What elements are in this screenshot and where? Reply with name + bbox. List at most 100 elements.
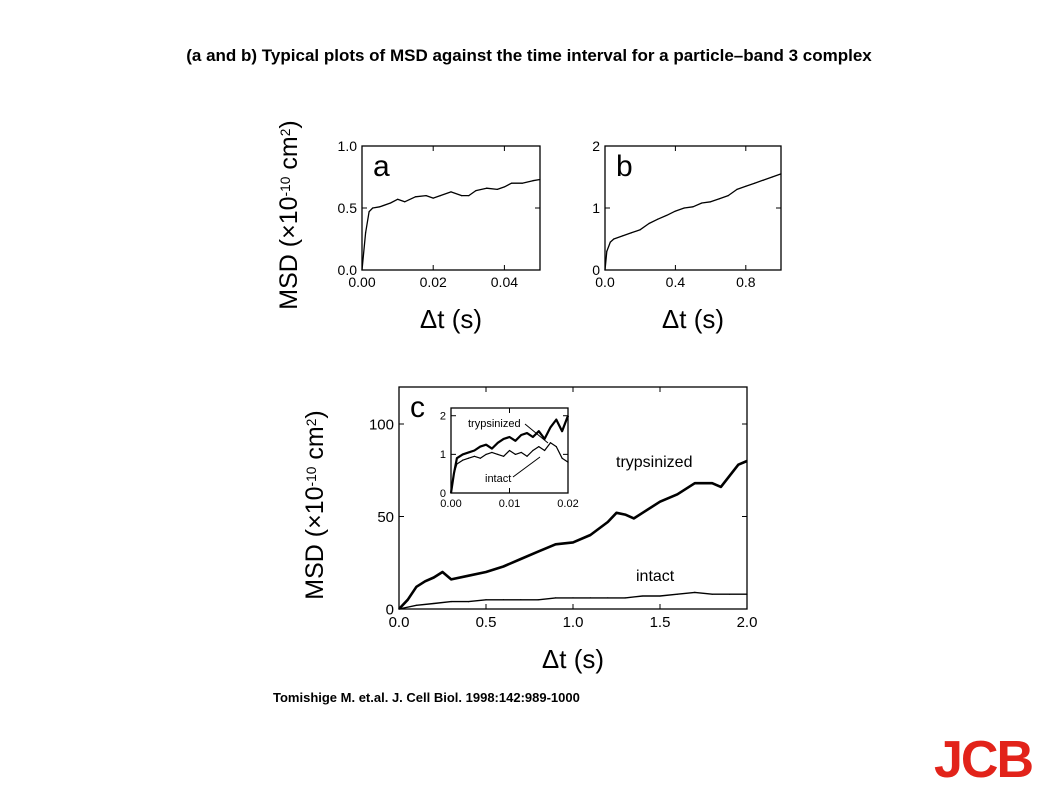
annotation-trypsinized: trypsinized bbox=[616, 454, 692, 471]
x-axis-label: Δt (s) bbox=[420, 304, 482, 334]
data-point bbox=[450, 601, 452, 603]
data-point bbox=[746, 593, 748, 595]
data-point bbox=[624, 597, 626, 599]
data-point bbox=[497, 453, 499, 455]
data-point bbox=[485, 599, 487, 601]
data-point bbox=[520, 451, 522, 454]
data-point bbox=[520, 434, 522, 436]
data-point bbox=[379, 206, 381, 208]
y-tick-label: 1 bbox=[592, 200, 600, 216]
data-point bbox=[450, 492, 452, 494]
data-point bbox=[432, 197, 434, 199]
data-point bbox=[496, 188, 498, 190]
data-point bbox=[520, 599, 522, 601]
data-point bbox=[555, 446, 557, 448]
data-point bbox=[727, 195, 729, 197]
data-point bbox=[642, 512, 644, 514]
data-point bbox=[456, 457, 458, 459]
data-point bbox=[622, 235, 624, 237]
data-point bbox=[762, 179, 765, 181]
data-point bbox=[414, 196, 416, 198]
series-line-trypsinized bbox=[449, 415, 570, 494]
data-point bbox=[514, 453, 516, 455]
x-tick-label: 0.01 bbox=[499, 498, 520, 510]
data-point bbox=[473, 455, 475, 457]
data-point bbox=[508, 449, 511, 452]
data-point bbox=[473, 449, 475, 452]
data-point bbox=[549, 426, 552, 428]
chart-panel-c: 0.0 0.5 1.0 1.5 2.0 0 50 100 c Δt (s) MSD (×10-10 … bbox=[301, 386, 758, 674]
data-point bbox=[510, 182, 513, 184]
data-point bbox=[491, 447, 493, 450]
data-point bbox=[609, 241, 611, 243]
citation: Tomishige M. et.al. J. Cell Biol. 1998:1… bbox=[273, 690, 580, 705]
data-point bbox=[514, 440, 516, 442]
y-tick-label: 0 bbox=[440, 488, 446, 500]
x-tick-label: 2.0 bbox=[737, 614, 758, 631]
data-point bbox=[694, 591, 696, 593]
inset-pointer-trypsinized bbox=[524, 423, 549, 444]
data-point bbox=[754, 182, 756, 184]
data-point bbox=[642, 595, 644, 597]
x-tick-label: 0.8 bbox=[736, 274, 756, 290]
data-point bbox=[532, 436, 534, 438]
data-point bbox=[520, 558, 522, 560]
data-point bbox=[604, 269, 606, 271]
data-point bbox=[433, 602, 435, 605]
data-point bbox=[561, 457, 563, 459]
x-tick-label: 0.0 bbox=[389, 614, 410, 631]
data-point bbox=[532, 180, 534, 182]
data-point bbox=[606, 250, 608, 252]
data-point bbox=[567, 461, 569, 463]
data-point bbox=[526, 455, 528, 457]
x-tick-label: 0.0 bbox=[595, 274, 615, 290]
data-point bbox=[544, 449, 546, 452]
y-tick-label: 2 bbox=[592, 138, 600, 154]
data-point bbox=[694, 482, 696, 484]
y-axis-label: MSD (×10-10 cm2) bbox=[301, 410, 329, 599]
data-point bbox=[737, 464, 739, 466]
y-tick-label: 0 bbox=[592, 262, 600, 278]
data-point bbox=[433, 576, 435, 579]
data-point bbox=[456, 463, 458, 465]
data-point bbox=[624, 514, 626, 516]
data-point bbox=[639, 229, 641, 231]
x-tick-label: 0.4 bbox=[666, 274, 686, 290]
data-point bbox=[572, 541, 574, 544]
data-point bbox=[502, 599, 504, 601]
data-point bbox=[607, 521, 609, 523]
data-point bbox=[462, 453, 464, 455]
x-tick-label: 0.00 bbox=[348, 274, 375, 290]
data-point bbox=[398, 608, 400, 610]
data-point bbox=[441, 571, 444, 573]
data-point bbox=[532, 449, 534, 452]
data-point bbox=[746, 460, 748, 462]
x-axis-label: Δt (s) bbox=[542, 644, 604, 674]
x-tick-label: 0.02 bbox=[557, 498, 578, 510]
chart-panel-b: 0.0 0.4 0.8 0 1 2b Δt (s) bbox=[592, 138, 782, 334]
data-point bbox=[613, 238, 615, 240]
data-point bbox=[666, 214, 668, 217]
series-line-trypsinized bbox=[398, 459, 748, 610]
data-point bbox=[439, 195, 441, 197]
chart-panel-a: 0.00 0.02 0.04 0.0 0.5 1.0 a Δt (s) MSD (×10-10 … bbox=[275, 120, 541, 334]
data-point bbox=[372, 207, 374, 209]
data-point bbox=[538, 446, 540, 448]
panel-label-b: b bbox=[616, 150, 633, 183]
data-point bbox=[485, 444, 487, 446]
data-point bbox=[648, 222, 650, 225]
data-point bbox=[450, 191, 452, 193]
data-point bbox=[736, 188, 738, 190]
annotation-intact: intact bbox=[636, 568, 675, 585]
data-point bbox=[526, 432, 528, 434]
panel-label-a: a bbox=[373, 150, 390, 183]
data-point bbox=[521, 182, 523, 184]
x-tick-label: 1.0 bbox=[563, 614, 584, 631]
data-point bbox=[537, 551, 539, 553]
data-point bbox=[718, 198, 721, 200]
data-point bbox=[539, 178, 541, 181]
x-tick-label: 0.04 bbox=[491, 274, 518, 290]
y-tick-label: 0.0 bbox=[338, 262, 358, 278]
data-point bbox=[425, 195, 427, 197]
